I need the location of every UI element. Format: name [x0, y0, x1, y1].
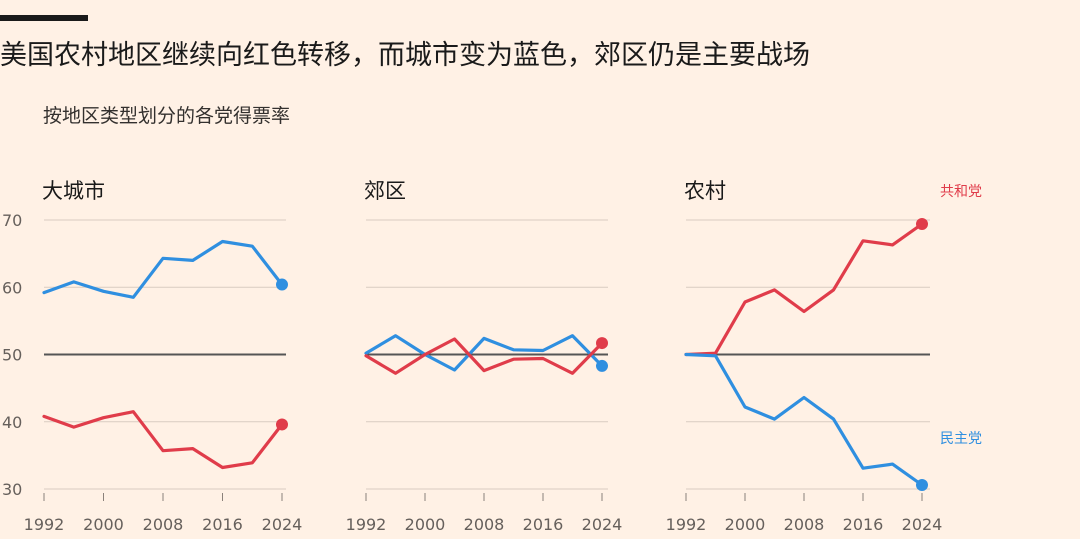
democrat-series-line [684, 352, 924, 487]
y-tick-label: 70 [2, 211, 22, 230]
republican-end-point [916, 218, 928, 231]
y-tick-label: 40 [2, 413, 22, 432]
x-tick-label: 2024 [902, 515, 943, 534]
x-tick-label: 1992 [24, 515, 65, 534]
democrat-series-line [42, 239, 284, 299]
accent-bar [0, 15, 88, 21]
panel-title: 郊区 [364, 179, 406, 203]
legend-label: 共和党 [940, 184, 982, 200]
chart-subtitle: 按地区类型划分的各党得票率 [43, 105, 291, 127]
x-tick-label: 2008 [464, 515, 505, 534]
democrat-end-point [596, 359, 608, 372]
democrat-end-point [276, 278, 288, 291]
democrat-series-line [364, 334, 604, 372]
y-tick-label: 30 [2, 480, 22, 499]
legend-label: 民主党 [940, 431, 982, 447]
republican-series-line [364, 337, 604, 375]
x-tick-label: 2000 [405, 515, 446, 534]
republican-end-point [596, 337, 608, 350]
republican-series-line [684, 222, 924, 357]
democrat-end-point [916, 478, 928, 491]
x-tick-label: 2024 [582, 515, 623, 534]
panel-title: 大城市 [42, 179, 105, 203]
panel-title: 农村 [684, 179, 726, 203]
y-tick-label: 50 [2, 346, 22, 365]
x-tick-label: 2000 [83, 515, 124, 534]
x-tick-label: 2016 [523, 515, 564, 534]
chart-title: 美国农村地区继续向红色转移，而城市变为蓝色，郊区仍是主要战场 [0, 40, 810, 71]
y-tick-label: 60 [2, 278, 22, 297]
x-tick-label: 2016 [843, 515, 884, 534]
x-tick-label: 2024 [262, 515, 303, 534]
x-tick-label: 2008 [143, 515, 184, 534]
x-tick-label: 2008 [784, 515, 825, 534]
x-tick-label: 1992 [666, 515, 707, 534]
x-tick-label: 2016 [202, 515, 243, 534]
republican-end-point [276, 418, 288, 431]
x-tick-label: 2000 [725, 515, 766, 534]
x-tick-label: 1992 [346, 515, 387, 534]
republican-series-line [42, 410, 284, 470]
